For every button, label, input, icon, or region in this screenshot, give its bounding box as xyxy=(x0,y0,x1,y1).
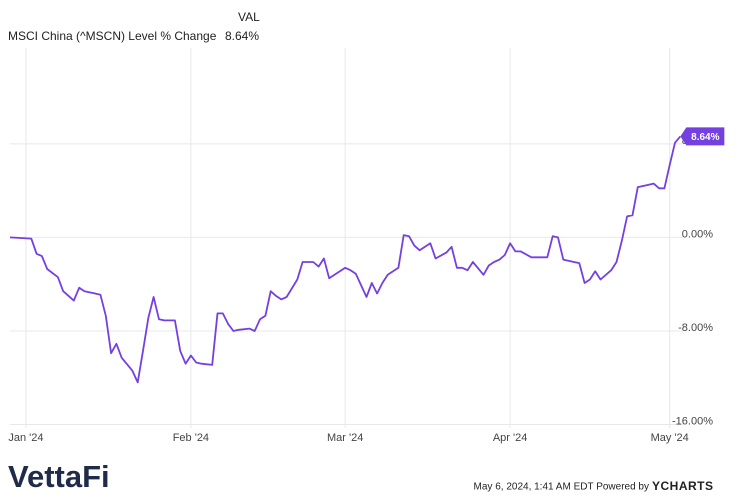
x-tick-label: Feb '24 xyxy=(173,432,209,444)
x-tick-label: Mar '24 xyxy=(327,432,363,444)
y-tick-label: -8.00% xyxy=(678,322,713,334)
y-tick-label: -16.00% xyxy=(672,415,713,427)
legend-value: 8.64% xyxy=(225,29,259,43)
x-tick-label: Apr '24 xyxy=(493,432,528,444)
x-tick-label: Jan '24 xyxy=(8,432,43,444)
badge-shape xyxy=(680,127,725,146)
logo: VettaFi xyxy=(8,459,110,494)
legend-header: VAL xyxy=(238,10,260,24)
line xyxy=(9,135,681,384)
x-tick-label: May '24 xyxy=(651,432,689,444)
value-badge: 8.64% xyxy=(680,127,725,146)
y-tick-label: 0.00% xyxy=(682,228,713,240)
brand: YCHARTS xyxy=(652,479,714,493)
badge-label: 8.64% xyxy=(691,132,719,143)
legend-name: MSCI China (^MSCN) Level % Change xyxy=(8,29,217,43)
timestamp: May 6, 2024, 1:41 AM EDT Powered by xyxy=(474,482,649,493)
